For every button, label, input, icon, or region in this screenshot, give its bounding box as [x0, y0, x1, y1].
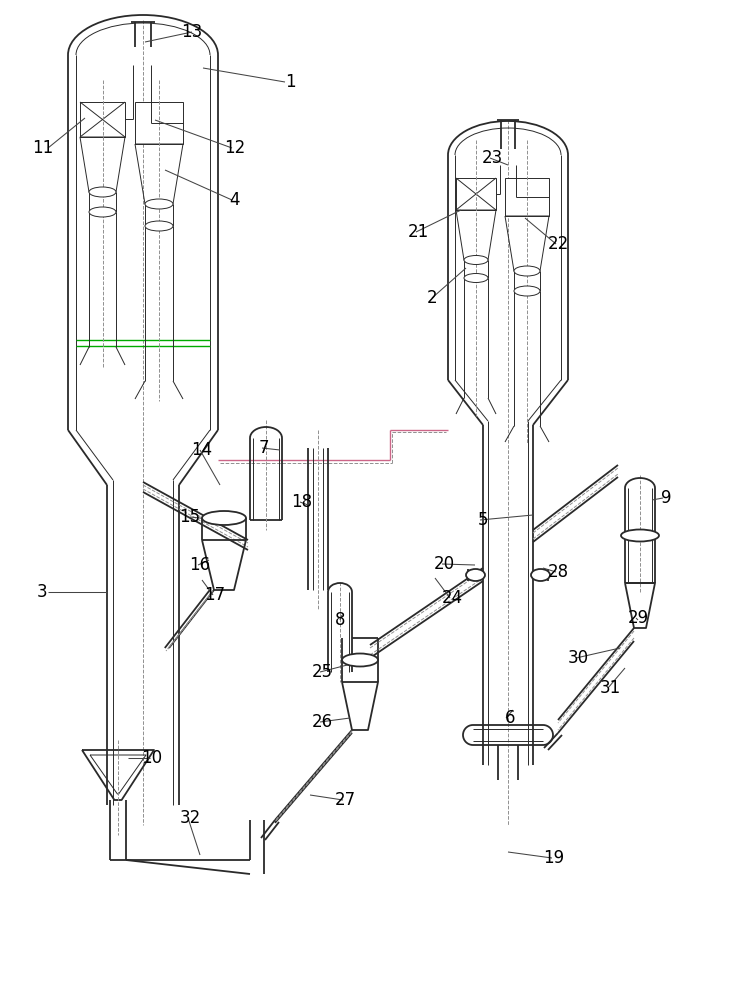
Text: 10: 10 — [141, 749, 163, 767]
Text: 3: 3 — [37, 583, 48, 601]
Text: 21: 21 — [408, 223, 429, 241]
Text: 7: 7 — [258, 439, 269, 457]
Ellipse shape — [89, 187, 116, 197]
Polygon shape — [82, 750, 154, 800]
Text: 19: 19 — [543, 849, 564, 867]
Text: 28: 28 — [548, 563, 569, 581]
Bar — [505, 178, 549, 216]
Text: 2: 2 — [427, 289, 437, 307]
Bar — [80, 102, 125, 137]
Text: 32: 32 — [179, 809, 201, 827]
Ellipse shape — [621, 530, 659, 542]
Text: 26: 26 — [311, 713, 332, 731]
Text: 29: 29 — [627, 609, 649, 627]
Text: 4: 4 — [230, 191, 240, 209]
Ellipse shape — [531, 569, 550, 581]
Text: 27: 27 — [335, 791, 356, 809]
Text: 22: 22 — [548, 235, 569, 253]
Polygon shape — [80, 137, 125, 192]
Bar — [135, 102, 183, 144]
Text: 11: 11 — [32, 139, 53, 157]
Text: 13: 13 — [182, 23, 203, 41]
Text: 16: 16 — [190, 556, 211, 574]
Text: 1: 1 — [285, 73, 295, 91]
Ellipse shape — [342, 654, 378, 666]
Text: 20: 20 — [433, 555, 455, 573]
Polygon shape — [135, 144, 183, 204]
Text: 12: 12 — [225, 139, 246, 157]
Ellipse shape — [466, 569, 485, 581]
Ellipse shape — [145, 221, 173, 231]
Ellipse shape — [202, 511, 246, 525]
Text: 8: 8 — [335, 611, 346, 629]
Polygon shape — [625, 583, 655, 628]
Text: 23: 23 — [482, 149, 503, 167]
Ellipse shape — [89, 207, 116, 217]
Polygon shape — [90, 755, 146, 794]
Polygon shape — [456, 210, 496, 260]
Polygon shape — [342, 682, 378, 730]
Ellipse shape — [145, 199, 173, 209]
Text: 9: 9 — [661, 489, 671, 507]
Text: 30: 30 — [567, 649, 589, 667]
Ellipse shape — [464, 255, 488, 264]
Polygon shape — [202, 540, 246, 590]
Text: 17: 17 — [204, 586, 225, 604]
Ellipse shape — [514, 266, 540, 276]
Bar — [456, 178, 496, 210]
Text: 18: 18 — [291, 493, 313, 511]
Ellipse shape — [514, 286, 540, 296]
Text: 5: 5 — [478, 511, 488, 529]
Text: 15: 15 — [179, 508, 201, 526]
Text: 6: 6 — [505, 709, 515, 727]
Text: 24: 24 — [441, 589, 463, 607]
Text: 25: 25 — [311, 663, 332, 681]
Ellipse shape — [464, 273, 488, 282]
Text: 14: 14 — [192, 441, 212, 459]
Text: 31: 31 — [600, 679, 621, 697]
Polygon shape — [505, 216, 549, 271]
